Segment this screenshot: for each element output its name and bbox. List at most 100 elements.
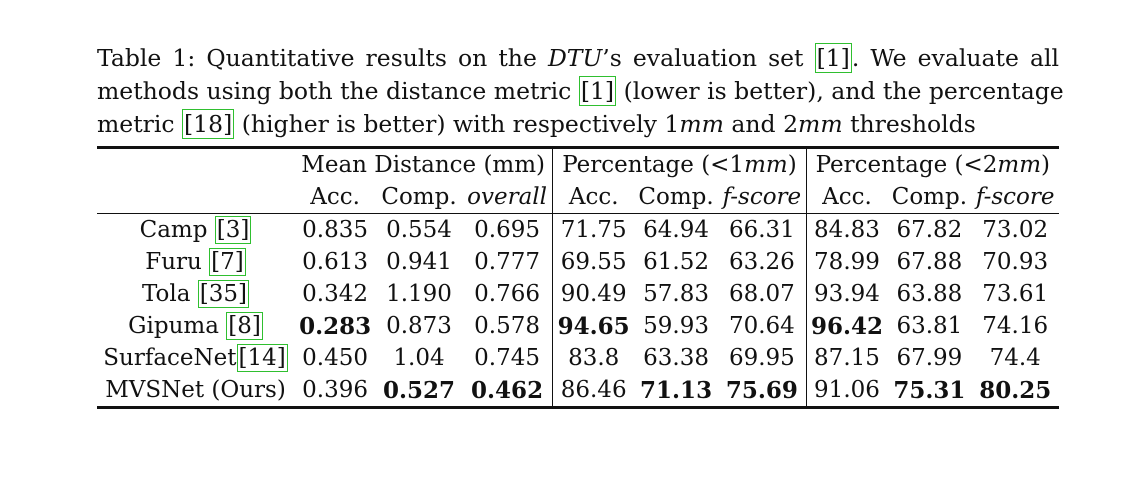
value-cell: 74.4 — [989, 345, 1041, 371]
column-header: f-score — [718, 181, 807, 214]
value-cell: 93.94 — [805, 278, 888, 310]
citation-link[interactable]: [8] — [226, 312, 263, 340]
column-header: f-score — [971, 181, 1059, 214]
header-empty-cell — [97, 146, 294, 181]
value-cell: 78.99 — [805, 246, 888, 278]
table-row: Gipuma [8] 0.283 0.873 0.578 94.65 59.93 70.64… — [97, 310, 1059, 342]
value-cell: 0.941 — [386, 249, 452, 275]
method-name: MVSNet (Ours) — [105, 377, 286, 403]
value-cell: 75.69 — [718, 374, 807, 409]
method-name-cell: Camp [3] — [97, 214, 294, 247]
value-cell: 74.16 — [982, 313, 1049, 339]
method-name: Furu — [145, 249, 210, 275]
group-header-label: ) — [1041, 152, 1051, 178]
value-cell: 70.93 — [982, 249, 1049, 275]
method-name: Tola — [141, 281, 198, 307]
method-name-cell: MVSNet (Ours) — [97, 374, 294, 409]
caption-math: mm — [679, 110, 724, 138]
value-cell: 63.38 — [643, 345, 709, 371]
table-row: MVSNet (Ours) 0.396 0.527 0.462 86.46 71.13 75… — [97, 374, 1059, 409]
value-cell: 73.02 — [982, 217, 1049, 243]
value-cell: 59.93 — [643, 313, 709, 339]
group-header-percentage-1mm: Percentage (<1mm) — [552, 146, 807, 181]
value-cell: 61.52 — [643, 249, 709, 275]
citation-link[interactable]: [35] — [197, 280, 249, 308]
group-header-unit: mm — [744, 152, 788, 178]
value-cell: 87.15 — [805, 342, 888, 374]
value-cell: 1.190 — [386, 281, 452, 307]
caption-text: (higher is better) with respectively 1 — [234, 110, 680, 138]
table-row: Tola [35] 0.342 1.190 0.766 90.49 57.83 68.07 9… — [97, 278, 1059, 310]
value-cell: 0.578 — [474, 313, 540, 339]
column-header: Comp. — [376, 181, 462, 214]
group-header-mean-distance: Mean Distance (mm) — [294, 146, 553, 181]
value-cell: 84.83 — [805, 213, 888, 246]
caption-text: thresholds — [842, 110, 976, 138]
citation-link[interactable]: [1] — [814, 43, 852, 73]
value-cell: 0.396 — [294, 374, 377, 409]
value-cell: 73.61 — [982, 281, 1049, 307]
value-cell: 0.695 — [474, 217, 540, 243]
column-header-row: Acc. Comp. overall Acc. Comp. f-score Ac… — [97, 181, 1059, 214]
citation-link[interactable]: [18] — [182, 109, 235, 139]
value-cell: 96.42 — [805, 310, 888, 342]
method-name-cell: Furu [7] — [97, 246, 294, 278]
value-cell: 0.873 — [386, 313, 452, 339]
value-cell: 69.95 — [728, 345, 795, 371]
citation-link[interactable]: [14] — [236, 344, 288, 372]
value-cell: 0.462 — [461, 374, 553, 409]
group-header-percentage-2mm: Percentage (<2mm) — [805, 146, 1059, 181]
column-header: Comp. — [887, 181, 972, 214]
header-empty-cell — [97, 181, 294, 214]
value-cell: 0.745 — [474, 345, 540, 371]
caption-text: metric — [97, 110, 183, 138]
value-cell: 86.46 — [552, 374, 635, 409]
caption-text: methods using both the distance metric — [97, 77, 579, 105]
method-name: SurfaceNet — [103, 345, 237, 371]
table-row: SurfaceNet[14] 0.450 1.04 0.745 83.8 63.38 69.… — [97, 342, 1059, 374]
citation-link[interactable]: [7] — [209, 248, 246, 276]
column-header: Acc. — [552, 181, 635, 214]
value-cell: 70.64 — [728, 313, 795, 339]
value-cell: 0.766 — [474, 281, 540, 307]
value-cell: 67.88 — [896, 249, 963, 275]
value-cell: 1.04 — [393, 345, 445, 371]
value-cell: 63.26 — [728, 249, 795, 275]
table-row: Furu [7] 0.613 0.941 0.777 69.55 61.52 63.26 78… — [97, 246, 1059, 278]
method-name-cell: Gipuma [8] — [97, 310, 294, 342]
group-header-label: Percentage (<2 — [815, 152, 998, 178]
value-cell: 0.613 — [302, 249, 369, 275]
value-cell: 68.07 — [728, 281, 795, 307]
caption-text: Table 1: Quantitative results on the — [97, 44, 548, 72]
caption-line-3: metric [18] (higher is better) with resp… — [97, 108, 1059, 141]
caption-text: ’s evaluation set — [602, 44, 815, 72]
value-cell: 0.283 — [299, 312, 372, 340]
value-cell: 57.83 — [643, 281, 709, 307]
group-header-label: ) — [787, 152, 797, 178]
citation-link[interactable]: [1] — [578, 76, 617, 106]
column-header: Comp. — [634, 181, 719, 214]
caption-text: and 2 — [723, 110, 799, 138]
value-cell: 0.527 — [376, 374, 462, 409]
method-name-cell: SurfaceNet[14] — [97, 342, 294, 374]
value-cell: 64.94 — [643, 217, 709, 243]
value-cell: 66.31 — [728, 217, 795, 243]
value-cell: 69.55 — [552, 246, 635, 278]
method-name: Camp — [139, 217, 215, 243]
group-header-row: Mean Distance (mm) Percentage (<1mm) Per… — [97, 146, 1059, 181]
value-cell: 80.25 — [971, 374, 1059, 409]
table-caption: Table 1: Quantitative results on the DTU… — [97, 42, 1064, 141]
column-header: Acc. — [805, 181, 888, 214]
caption-text: . We evaluate all — [851, 44, 1059, 72]
value-cell: 0.450 — [302, 345, 369, 371]
method-name: Gipuma — [128, 313, 227, 339]
value-cell: 63.88 — [896, 281, 963, 307]
value-cell: 0.342 — [302, 281, 369, 307]
column-header: overall — [461, 181, 553, 214]
group-header-label: Percentage (<1 — [562, 152, 745, 178]
value-cell: 0.554 — [386, 217, 452, 243]
value-cell: 91.06 — [805, 374, 888, 409]
value-cell: 83.8 — [552, 342, 635, 374]
citation-link[interactable]: [3] — [214, 216, 252, 244]
caption-line-1: Table 1: Quantitative results on the DTU… — [97, 42, 1059, 75]
